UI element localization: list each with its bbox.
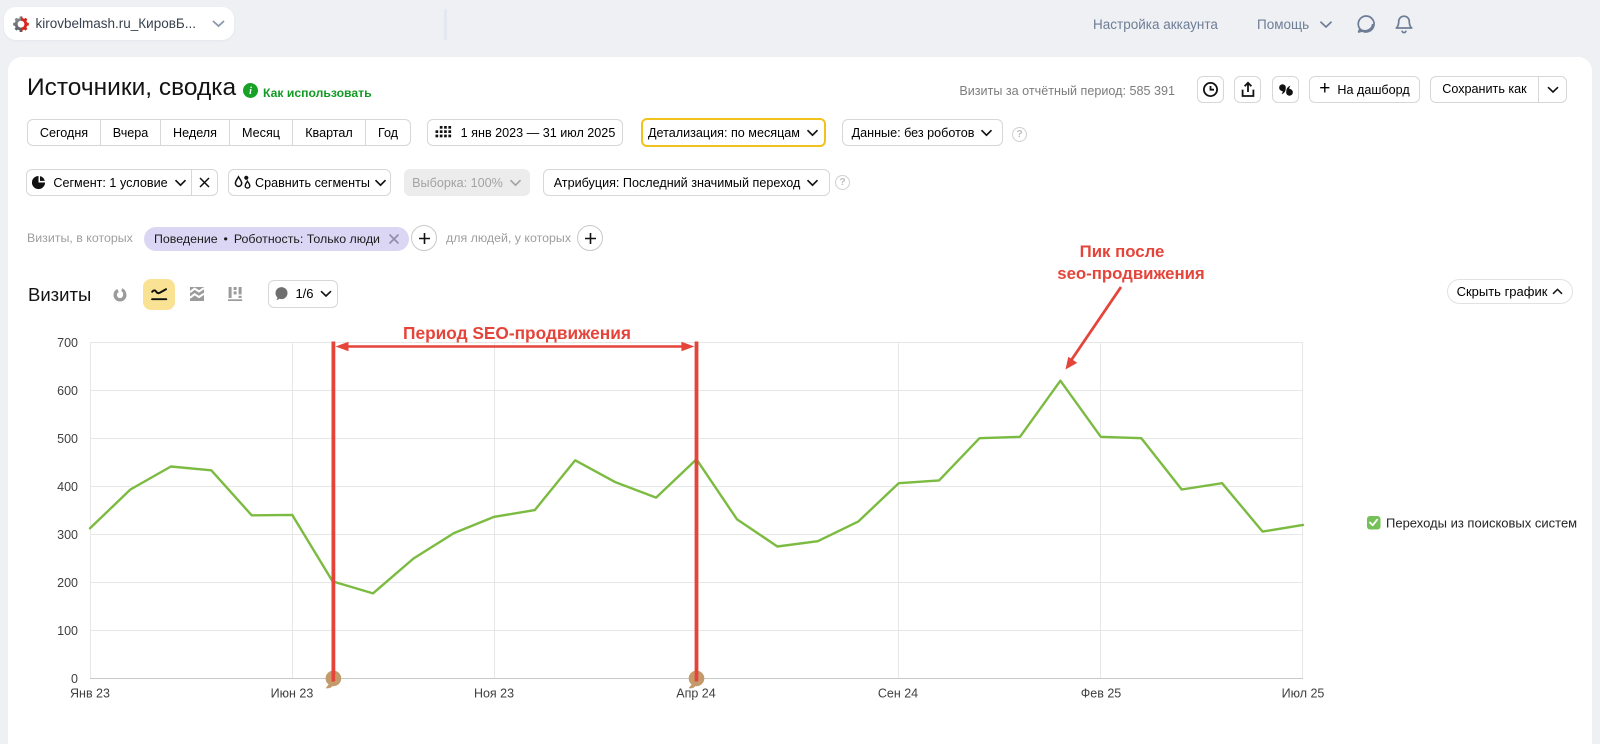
svg-text:Фев 25: Фев 25	[1081, 687, 1122, 701]
svg-text:i: i	[249, 86, 252, 97]
svg-text:100: 100	[57, 624, 78, 638]
svg-text:0: 0	[71, 672, 78, 686]
svg-text:Июл 25: Июл 25	[1282, 687, 1325, 701]
svg-text:300: 300	[57, 528, 78, 542]
svg-text:Апр 24: Апр 24	[676, 687, 715, 701]
svg-text:200: 200	[57, 576, 78, 590]
svg-text:400: 400	[57, 480, 78, 494]
svg-text:Ноя 23: Ноя 23	[474, 687, 514, 701]
svg-text:600: 600	[57, 384, 78, 398]
svg-text:Период SEO-продвижения: Период SEO-продвижения	[403, 323, 631, 343]
svg-text:seo-продвижения: seo-продвижения	[1057, 264, 1204, 283]
svg-text:Янв 23: Янв 23	[70, 687, 110, 701]
svg-text:Переходы из поисковых систем: Переходы из поисковых систем	[1386, 516, 1577, 531]
svg-text:Июн 23: Июн 23	[271, 687, 314, 701]
svg-text:Сен 24: Сен 24	[878, 687, 918, 701]
svg-text:500: 500	[57, 432, 78, 446]
svg-text:700: 700	[57, 336, 78, 350]
svg-text:Пик после: Пик после	[1080, 242, 1165, 261]
